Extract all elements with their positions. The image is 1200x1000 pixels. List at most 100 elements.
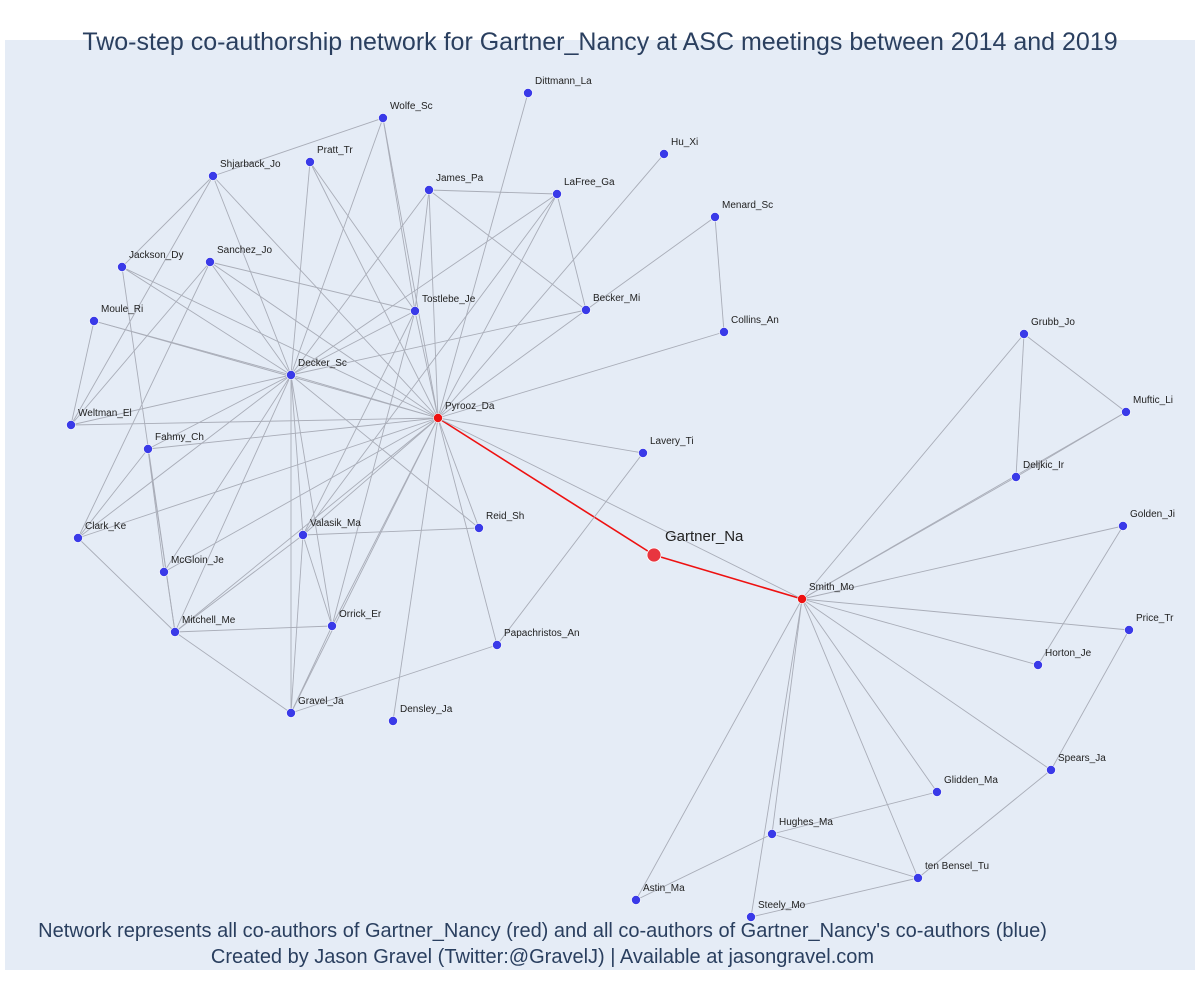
edge-decker-sc-mitchell-me [174,374,292,633]
node-pyrooz-da[interactable] [433,413,443,423]
edge-shjarback-jo-jackson-dy [121,175,214,268]
node-astin-ma[interactable] [631,895,641,905]
edge-deljkic-ir-muftic-li [1015,411,1127,478]
node-label-lavery-ti: Lavery_Ti [650,436,694,447]
edge-smith-mo-golden-ji [801,525,1124,600]
node-grubb-jo[interactable] [1019,329,1029,339]
edge-mitchell-me-orrick-er [174,625,333,633]
edge-hughes-ma-astin-ma [635,833,773,901]
node-gravel-ja[interactable] [286,708,296,718]
node-label-jackson-dy: Jackson_Dy [129,250,183,261]
node-collins-an[interactable] [719,327,729,337]
edge-sanchez-jo-weltman-el [70,261,211,426]
node-label-collins-an: Collins_An [731,315,779,326]
label-layer: Gartner_Na Pyrooz_Da Smith_Mo Dittmann_La Wo… [78,76,1175,911]
node-glidden-ma[interactable] [932,787,942,797]
node-golden-ji[interactable] [1118,521,1128,531]
node-spears-ja[interactable] [1046,765,1056,775]
node-label-orrick-er: Orrick_Er [339,609,382,620]
node-price-tr[interactable] [1124,625,1134,635]
edge-sanchez-jo-clark-ke [77,261,211,539]
node-hu-xi[interactable] [659,149,669,159]
node-layer [66,88,1134,922]
edge-decker-sc-tostlebe-je [290,310,416,376]
node-decker-sc[interactable] [286,370,296,380]
edge-valasik-ma-orrick-er [302,534,333,627]
edge-pyrooz-da-smith-mo [437,417,803,600]
node-label-ten-bensel-tu: ten Bensel_Tu [925,861,989,872]
edge-pyrooz-da-tostlebe-je [414,310,439,419]
node-dittmann-la[interactable] [523,88,533,98]
edge-pyrooz-da-fahmy-ch [147,417,439,450]
edge-smith-mo-steely-mo [750,598,803,918]
edge-smith-mo-horton-je [801,598,1039,666]
node-densley-ja[interactable] [388,716,398,726]
node-james-pa[interactable] [424,185,434,195]
edge-pyrooz-da-gravel-ja [290,417,439,714]
node-orrick-er[interactable] [327,621,337,631]
edge-decker-sc-clark-ke [77,374,292,539]
node-mcgloin-je[interactable] [159,567,169,577]
node-label-price-tr: Price_Tr [1136,613,1174,624]
node-label-lafree-ga: LaFree_Ga [564,177,615,188]
edge-pyrooz-da-wolfe-sc [382,117,439,419]
node-pratt-tr[interactable] [305,157,315,167]
node-valasik-ma[interactable] [298,530,308,540]
node-lafree-ga[interactable] [552,189,562,199]
node-ten-bensel-tu[interactable] [913,873,923,883]
node-smith-mo[interactable] [797,594,807,604]
node-shjarback-jo[interactable] [208,171,218,181]
edge-pyrooz-da-lafree-ga [437,193,558,419]
node-lavery-ti[interactable] [638,448,648,458]
node-menard-sc[interactable] [710,212,720,222]
node-deljkic-ir[interactable] [1011,472,1021,482]
node-moule-ri[interactable] [89,316,99,326]
node-horton-je[interactable] [1033,660,1043,670]
node-tostlebe-je[interactable] [410,306,420,316]
edge-smith-mo-ten-bensel-tu [801,598,919,879]
node-sanchez-jo[interactable] [205,257,215,267]
edge-james-pa-tostlebe-je [414,189,430,312]
edge-tostlebe-je-valasik-ma [302,310,416,536]
node-becker-mi[interactable] [581,305,591,315]
node-label-weltman-el: Weltman_El [78,408,132,419]
figure-caption: Network represents all co-authors of Gar… [0,918,1085,970]
edge-decker-sc-jackson-dy [121,266,292,376]
edge-decker-sc-sanchez-jo [209,261,292,376]
node-label-tostlebe-je: Tostlebe_Je [422,294,476,305]
node-label-grubb-jo: Grubb_Jo [1031,317,1075,328]
edge-decker-sc-orrick-er [290,374,333,627]
node-label-hughes-ma: Hughes_Ma [779,817,833,828]
node-mitchell-me[interactable] [170,627,180,637]
edge-pyrooz-da-reid-sh [437,417,480,529]
edge-pyrooz-da-becker-mi [437,309,587,419]
node-hughes-ma[interactable] [767,829,777,839]
edge-wolfe-sc-tostlebe-je [382,117,416,312]
node-steely-mo[interactable] [746,912,756,922]
edge-decker-sc-weltman-el [70,374,292,426]
edge-fahmy-ch-mitchell-me [147,448,176,633]
node-wolfe-sc[interactable] [378,113,388,123]
edge-smith-mo-deljkic-ir [801,476,1017,600]
node-label-wolfe-sc: Wolfe_Sc [390,101,433,112]
node-clark-ke[interactable] [73,533,83,543]
node-fahmy-ch[interactable] [143,444,153,454]
node-reid-sh[interactable] [474,523,484,533]
edge-valasik-ma-mitchell-me [174,534,304,633]
node-label-astin-ma: Astin_Ma [643,883,685,894]
node-label-menard-sc: Menard_Sc [722,200,773,211]
node-muftic-li[interactable] [1121,407,1131,417]
edge-gartner-na-smith-mo [653,554,803,600]
edge-decker-sc-becker-mi [290,309,587,376]
edge-pyrooz-da-mcgloin-je [163,417,439,573]
node-gartner-na[interactable] [646,547,662,563]
node-jackson-dy[interactable] [117,262,127,272]
edge-spears-ja-ten-bensel-tu [917,769,1052,879]
edge-menard-sc-becker-mi [585,216,716,311]
node-papachristos-an[interactable] [492,640,502,650]
node-label-moule-ri: Moule_Ri [101,304,143,315]
edge-menard-sc-collins-an [714,216,725,333]
node-weltman-el[interactable] [66,420,76,430]
edge-moule-ri-weltman-el [70,320,95,426]
node-label-fahmy-ch: Fahmy_Ch [155,432,204,443]
